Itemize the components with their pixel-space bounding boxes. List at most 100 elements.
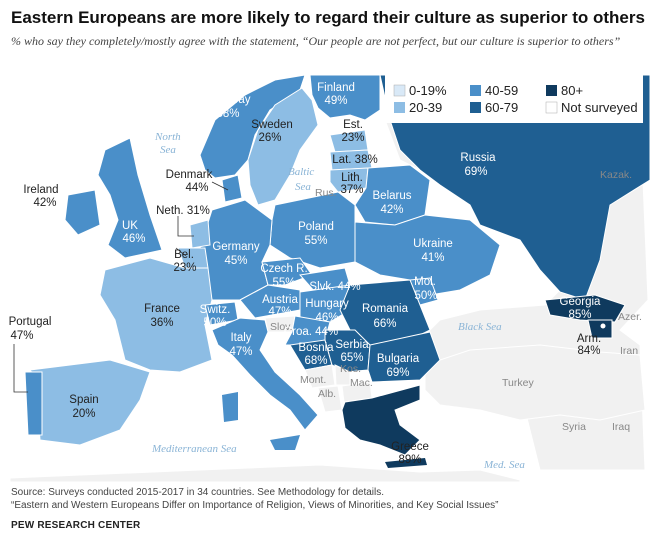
country-name-belarus: Belarus <box>373 190 412 202</box>
country-name-serbia: Serbia <box>335 339 369 351</box>
source-note: Source: Surveys conducted 2015-2017 in 3… <box>11 487 385 498</box>
country-value-romania: 66% <box>373 318 396 330</box>
legend-swatch-4 <box>470 102 481 113</box>
region-greece-crete <box>385 458 427 468</box>
region-czech[interactable] <box>261 257 313 286</box>
land-north-africa <box>9 464 521 483</box>
country-name-bulgaria: Bulgaria <box>377 353 420 365</box>
region-portugal[interactable] <box>24 371 43 436</box>
country-value-switzerland: 50% <box>203 317 226 329</box>
country-label-netherlands: Neth. 31% <box>156 205 210 217</box>
country-value-italy: 47% <box>229 346 252 358</box>
region-serbia[interactable] <box>324 329 371 373</box>
country-value-sweden: 26% <box>258 132 281 144</box>
region-sweden[interactable] <box>247 87 319 206</box>
legend-label-5: Not surveyed <box>561 100 638 115</box>
place-label-iran: Iran <box>620 345 638 357</box>
legend-label-1: 40-59 <box>485 83 518 98</box>
place-label-azer: Azer. <box>618 311 642 323</box>
country-name-estonia: Est. <box>343 119 363 131</box>
region-uk[interactable] <box>97 137 163 259</box>
region-france[interactable] <box>99 257 213 373</box>
country-value-ireland: 42% <box>33 197 56 209</box>
country-value-denmark: 44% <box>185 182 208 194</box>
place-label-alb: Alb. <box>318 388 336 400</box>
country-value-uk: 46% <box>122 233 145 245</box>
region-russia[interactable] <box>379 74 651 301</box>
country-value-austria: 47% <box>268 306 291 318</box>
country-name-spain: Spain <box>69 394 98 406</box>
legend-bg <box>385 75 643 123</box>
country-label-latvia: Lat. 38% <box>332 154 377 166</box>
leader-portugal <box>13 344 28 393</box>
region-armenia[interactable] <box>587 319 613 339</box>
place-label-turkey: Turkey <box>502 377 534 389</box>
country-name-norway: Norway <box>212 94 251 106</box>
report-title: “Eastern and Western Europeans Differ on… <box>11 500 499 511</box>
sea-label-baltic-1: Baltic <box>288 166 314 178</box>
country-name-portugal: Portugal <box>9 316 52 328</box>
country-name-romania: Romania <box>362 303 409 315</box>
sea-label-north-1: North <box>154 131 181 143</box>
country-value-moldova: 50% <box>414 290 437 302</box>
country-name-czech: Czech R. <box>260 263 307 275</box>
country-value-bosnia: 68% <box>304 355 327 367</box>
sea-label-north-2: Sea <box>160 144 176 156</box>
country-name-georgia: Georgia <box>560 296 602 308</box>
region-italy[interactable] <box>211 317 319 431</box>
place-label-syria: Syria <box>562 421 586 433</box>
region-lithuania[interactable] <box>329 167 369 193</box>
legend-label-2: 80+ <box>561 83 583 98</box>
country-value-georgia: 85% <box>568 309 591 321</box>
country-name-ireland: Ireland <box>23 184 58 196</box>
place-label-iraq: Iraq <box>612 421 630 433</box>
leader-denmark <box>211 181 229 191</box>
region-bulgaria[interactable] <box>367 331 441 383</box>
place-label-kazak: Kazak. <box>600 169 632 181</box>
country-value-finland: 49% <box>324 95 347 107</box>
country-name-poland: Poland <box>298 221 334 233</box>
region-finland[interactable] <box>309 74 381 121</box>
region-netherlands[interactable] <box>189 219 211 249</box>
country-value-czech: 55% <box>272 277 295 289</box>
country-name-bosnia: Bosnia <box>298 342 334 354</box>
region-montenegro[interactable] <box>304 364 336 389</box>
country-value-greece: 89% <box>398 454 421 466</box>
country-name-belgium: Bel. <box>174 249 194 261</box>
region-ireland[interactable] <box>64 189 101 236</box>
country-name-sweden: Sweden <box>251 119 293 131</box>
country-label-slovakia: Slvk. 44% <box>309 281 360 293</box>
country-name-russia: Russia <box>460 152 496 164</box>
region-georgia[interactable] <box>544 294 626 323</box>
place-label-mont: Mont. <box>300 374 326 386</box>
region-denmark[interactable] <box>221 174 243 203</box>
country-value-poland: 55% <box>304 235 327 247</box>
country-value-spain: 20% <box>72 408 95 420</box>
leader-netherlands <box>177 216 194 237</box>
sea-label-baltic-2: Sea <box>295 181 311 193</box>
country-name-france: France <box>144 303 180 315</box>
legend-swatch-3 <box>394 102 405 113</box>
country-name-denmark: Denmark <box>166 169 213 181</box>
place-label-mac: Mac. <box>350 377 373 389</box>
legend-label-3: 20-39 <box>409 100 442 115</box>
country-value-germany: 45% <box>224 255 247 267</box>
place-label-kos: Kos. <box>340 363 361 375</box>
country-value-serbia: 65% <box>340 352 363 364</box>
region-greece[interactable] <box>341 384 421 456</box>
country-name-moldova: Mol. <box>414 276 436 288</box>
country-name-hungary: Hungary <box>305 298 349 310</box>
legend: 0-19% 40-59 80+ 20-39 60-79 Not surveyed <box>385 75 643 123</box>
place-label-rus: Rus. <box>315 187 337 199</box>
region-italy-sardinia <box>222 392 238 422</box>
country-value-ukraine: 41% <box>421 252 444 264</box>
region-norway[interactable] <box>199 74 306 179</box>
country-name-lithuania: Lith. <box>341 172 363 184</box>
page-title: Eastern Europeans are more likely to reg… <box>11 8 645 27</box>
country-name-switzerland: Switz. <box>200 304 231 316</box>
legend-swatch-0 <box>393 84 406 97</box>
country-value-bulgaria: 69% <box>386 367 409 379</box>
land-turkey <box>424 344 646 421</box>
region-italy-sicily <box>270 435 300 450</box>
